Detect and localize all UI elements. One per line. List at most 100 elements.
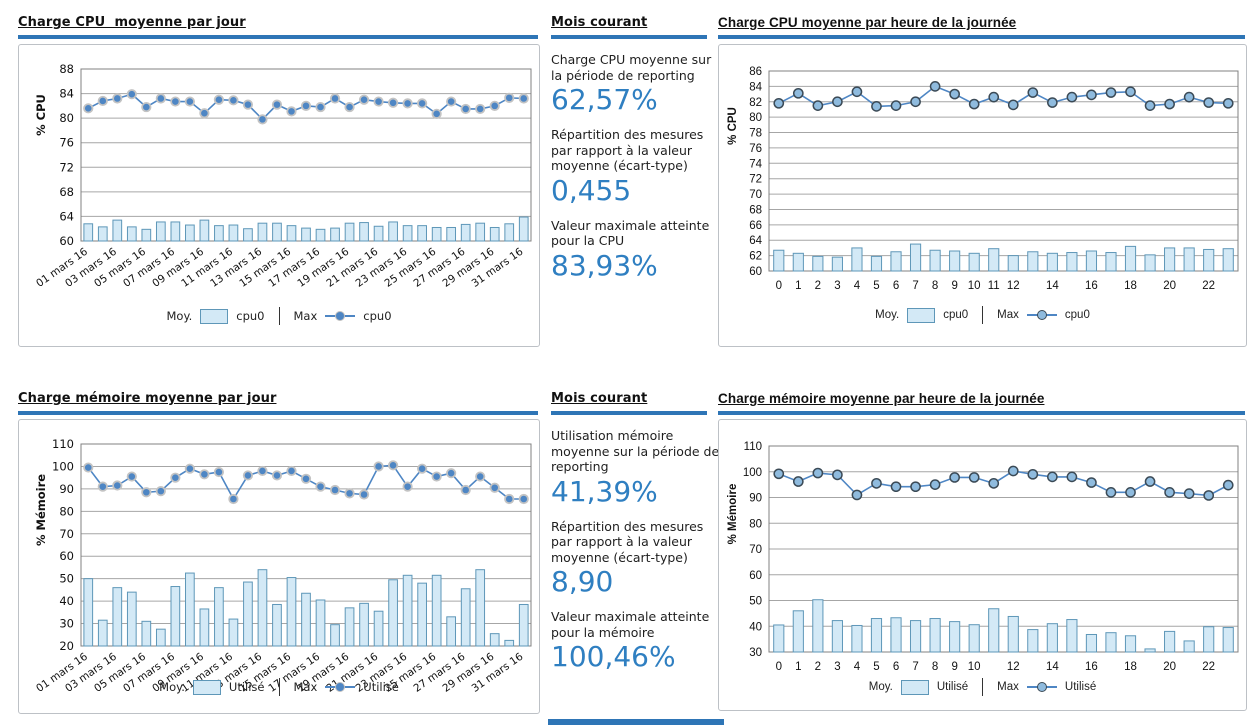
marker-dot <box>155 93 166 104</box>
stat-value: 0,455 <box>551 173 632 207</box>
svg-text:84: 84 <box>59 87 74 101</box>
marker-dot <box>446 96 457 107</box>
gridlines <box>769 70 1238 272</box>
bar <box>460 588 471 647</box>
svg-text:68: 68 <box>749 204 762 216</box>
svg-text:72: 72 <box>749 174 762 186</box>
bar <box>968 252 980 272</box>
marker-dot <box>460 484 471 496</box>
bar <box>272 222 282 242</box>
svg-text:60: 60 <box>749 266 762 278</box>
legend-moy-label: Moy. <box>159 680 185 694</box>
marker-circle <box>1027 468 1039 480</box>
bar <box>301 592 311 647</box>
marker-dot <box>387 97 399 108</box>
svg-text:50: 50 <box>749 596 762 608</box>
plot-border <box>768 445 1239 653</box>
stat-value: 41,39% <box>551 474 658 508</box>
marker-dot <box>518 493 529 505</box>
svg-text:20: 20 <box>59 639 74 653</box>
svg-text:86: 86 <box>749 66 762 78</box>
marker-circle <box>910 481 921 493</box>
marker-circle <box>988 477 1000 489</box>
bar <box>257 569 268 647</box>
svg-text:74: 74 <box>749 158 762 170</box>
marker-circle <box>851 489 863 501</box>
bar <box>446 226 457 242</box>
marker-circle <box>910 96 921 108</box>
svg-text:100: 100 <box>52 459 74 473</box>
legend-max-label: Max <box>997 309 1019 321</box>
marker-circle <box>1086 477 1097 488</box>
bar <box>185 572 195 647</box>
marker-circle <box>792 476 804 487</box>
legend-separator <box>982 678 984 696</box>
svg-text:62: 62 <box>749 251 762 263</box>
legend-bar-series-name: cpu0 <box>236 309 265 323</box>
marker-circle <box>929 81 941 92</box>
bar <box>330 227 340 242</box>
plot-border <box>80 68 532 242</box>
stat-value: 62,57% <box>551 83 658 116</box>
svg-text:90: 90 <box>59 482 74 496</box>
legend-bar-series-name: cpu0 <box>943 309 969 321</box>
svg-text:16: 16 <box>1085 280 1098 292</box>
marker-dot <box>315 481 326 492</box>
marker-dot <box>402 481 413 492</box>
bar <box>97 226 108 242</box>
bar <box>199 608 210 647</box>
svg-text:60: 60 <box>59 234 74 248</box>
marker-dot <box>417 463 428 474</box>
svg-text:6: 6 <box>893 661 899 673</box>
marker-dot <box>271 99 283 110</box>
moy-bar-series <box>83 216 529 242</box>
bar <box>1105 252 1117 272</box>
stat-label: Utilisation mémoire moyenne sur la pério… <box>551 428 720 474</box>
marker-dot <box>358 94 370 105</box>
marker-dot <box>344 488 355 499</box>
x-tick-labels: 0 1 2 3 4 5 6 7 8 9 10 11 12 14 16 18 20 22 <box>776 280 1216 292</box>
legend-marker-circle <box>1036 682 1047 692</box>
marker-circle <box>1183 91 1195 103</box>
svg-text:4: 4 <box>854 661 861 673</box>
max-line-markers <box>773 81 1234 112</box>
bar <box>155 628 166 647</box>
bar <box>518 216 529 242</box>
marker-dot <box>141 487 152 498</box>
svg-text:70: 70 <box>59 527 74 541</box>
svg-text:88: 88 <box>59 62 74 76</box>
svg-text:70: 70 <box>749 189 762 201</box>
svg-text:84: 84 <box>749 81 762 93</box>
max-line-markers <box>773 465 1234 501</box>
legend-moy-label: Moy. <box>875 309 900 321</box>
stat-value: 100,46% <box>551 640 676 673</box>
svg-text:66: 66 <box>749 220 762 232</box>
bar <box>83 578 94 647</box>
legend-line-series-name: cpu0 <box>1064 309 1090 321</box>
svg-text:8: 8 <box>932 280 938 292</box>
chart-legend: Moy. Utilisé Max Utilisé <box>19 678 539 696</box>
legend-bar-swatch <box>907 307 936 323</box>
bar <box>373 225 384 242</box>
marker-circle <box>1047 471 1058 483</box>
bar <box>518 603 529 647</box>
marker-circle <box>1222 479 1234 491</box>
marker-dot <box>315 101 326 113</box>
svg-text:60: 60 <box>59 549 74 563</box>
chart-cpu-daily-panel: 60 64 68 72 76 80 84 88 % CPU 01 mars 16 03 mars 1… <box>18 44 540 347</box>
marker-dot <box>286 106 297 117</box>
svg-text:18: 18 <box>1124 661 1137 673</box>
moy-bar-series <box>773 599 1234 653</box>
bar <box>1066 252 1078 272</box>
svg-text:100: 100 <box>743 467 762 479</box>
bar <box>301 227 311 242</box>
bar <box>909 620 922 653</box>
svg-text:80: 80 <box>749 518 762 530</box>
stats-cpu-title: Mois courant <box>551 15 648 30</box>
bar <box>344 607 355 647</box>
bar <box>126 226 137 242</box>
svg-text:10: 10 <box>968 280 981 292</box>
marker-circle <box>1144 476 1156 487</box>
marker-circle <box>871 477 882 489</box>
